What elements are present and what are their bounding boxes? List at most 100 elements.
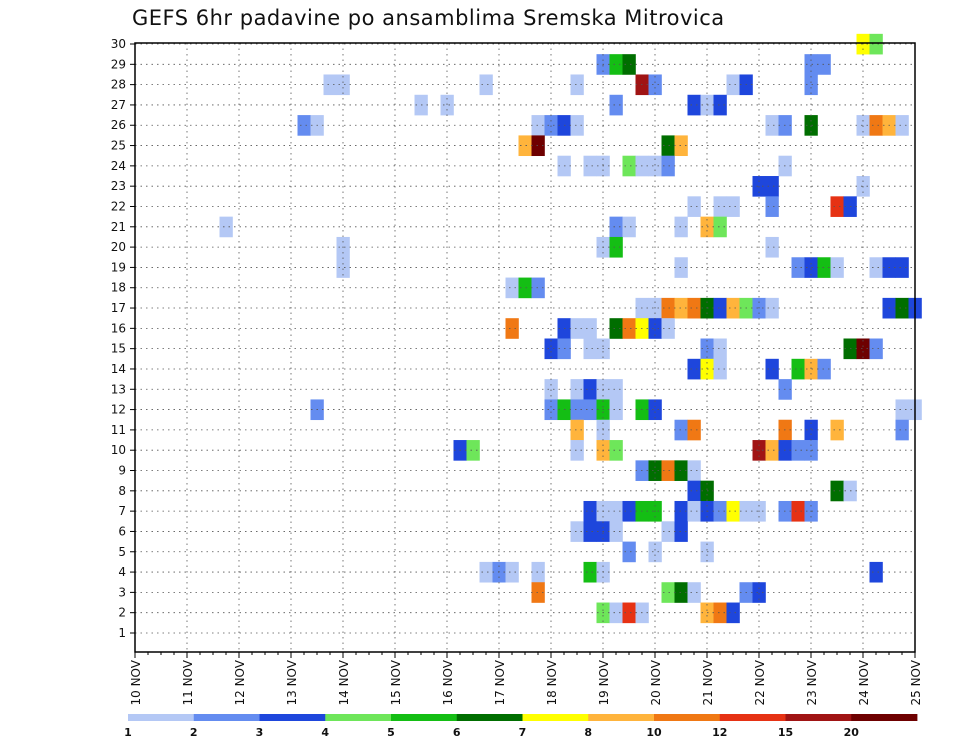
- y-tick-label: 6: [118, 524, 126, 538]
- legend-swatch: [851, 714, 918, 721]
- data-cell: [765, 196, 779, 217]
- data-cell: [583, 338, 597, 360]
- data-cell: [518, 135, 532, 157]
- y-tick-label: 21: [111, 220, 126, 234]
- data-cell: [583, 561, 597, 583]
- y-tick-label: 22: [111, 199, 126, 213]
- data-cell: [661, 460, 675, 481]
- data-cell: [518, 277, 532, 299]
- y-tick-label: 5: [118, 545, 126, 559]
- legend-label: 8: [584, 726, 592, 739]
- data-cell: [674, 582, 688, 603]
- data-cell: [687, 358, 701, 380]
- plot-frame: [134, 42, 916, 653]
- data-cell: [726, 297, 740, 319]
- data-cell: [765, 115, 779, 136]
- data-cell: [297, 115, 311, 136]
- data-cell: [687, 419, 701, 441]
- data-cell: [895, 115, 909, 136]
- y-axis: 1234567891011121314151617181920212223242…: [111, 37, 135, 640]
- legend-swatch: [456, 714, 523, 721]
- y-tick-label: 29: [111, 57, 126, 71]
- data-cell: [661, 135, 675, 157]
- data-cell: [570, 419, 584, 441]
- data-cell: [609, 602, 623, 624]
- data-cell: [609, 399, 623, 421]
- data-cell: [674, 135, 688, 157]
- data-cell: [531, 561, 545, 583]
- x-tick-label: 23 NOV: [805, 659, 819, 705]
- data-cell: [583, 155, 597, 177]
- y-tick-label: 18: [111, 281, 126, 295]
- y-tick-label: 12: [111, 403, 126, 417]
- legend-label: 15: [778, 726, 793, 739]
- data-cell: [687, 460, 701, 481]
- y-tick-label: 20: [111, 240, 126, 254]
- legend-swatch: [193, 714, 260, 721]
- data-cell: [609, 216, 623, 238]
- data-cell: [648, 74, 662, 96]
- data-cell: [661, 155, 675, 177]
- data-cell: [531, 115, 545, 136]
- y-tick-label: 13: [111, 382, 126, 396]
- data-cell: [687, 480, 701, 502]
- data-cell: [765, 440, 779, 461]
- data-cell: [622, 500, 636, 522]
- data-cell: [531, 277, 545, 299]
- data-cell: [765, 176, 779, 197]
- x-tick-label: 11 NOV: [181, 659, 195, 705]
- data-cell: [583, 379, 597, 400]
- data-cell: [830, 480, 844, 502]
- data-cell: [804, 419, 818, 441]
- legend-label: 3: [256, 726, 264, 739]
- color-legend: 1 2 3 4 5 6 7 8 10 12 15 20: [124, 714, 918, 739]
- legend-swatch: [719, 714, 786, 721]
- data-cell: [869, 257, 883, 278]
- x-tick-label: 13 NOV: [285, 659, 299, 705]
- data-cell: [609, 379, 623, 400]
- legend-label: 12: [712, 726, 727, 739]
- data-cell: [856, 115, 870, 136]
- data-cell: [622, 318, 636, 339]
- data-cell: [648, 155, 662, 177]
- x-tick-label: 21 NOV: [701, 659, 715, 705]
- data-cell: [830, 419, 844, 441]
- data-cell: [609, 440, 623, 461]
- data-cell: [687, 297, 701, 319]
- x-tick-label: 12 NOV: [233, 659, 247, 705]
- data-cell: [713, 500, 727, 522]
- data-cell: [687, 500, 701, 522]
- data-cell: [791, 257, 805, 278]
- data-cell: [661, 582, 675, 603]
- y-tick-label: 19: [111, 260, 126, 274]
- data-cell: [765, 358, 779, 380]
- legend-swatch: [259, 714, 326, 721]
- data-cell: [622, 216, 636, 238]
- data-cell: [726, 74, 740, 96]
- data-cell: [817, 257, 831, 278]
- legend-swatch: [391, 714, 458, 721]
- data-cell: [674, 216, 688, 238]
- data-cell: [544, 338, 558, 360]
- y-tick-label: 14: [111, 362, 126, 376]
- data-cell: [804, 358, 818, 380]
- legend-label: 6: [453, 726, 461, 739]
- data-cell: [440, 94, 454, 116]
- data-cell: [674, 460, 688, 481]
- x-tick-label: 25 NOV: [909, 659, 923, 705]
- data-cell: [505, 318, 519, 339]
- legend-label: 1: [124, 726, 132, 739]
- data-cell: [674, 419, 688, 441]
- data-cell: [791, 500, 805, 522]
- data-cell: [570, 399, 584, 421]
- x-tick-label: 14 NOV: [337, 659, 351, 705]
- y-tick-label: 7: [118, 504, 126, 518]
- data-cell: [609, 236, 623, 258]
- y-tick-label: 9: [118, 464, 126, 478]
- data-cell: [791, 358, 805, 380]
- data-cell: [713, 216, 727, 238]
- data-cell: [531, 582, 545, 603]
- data-cell: [570, 74, 584, 96]
- data-cell: [466, 440, 480, 461]
